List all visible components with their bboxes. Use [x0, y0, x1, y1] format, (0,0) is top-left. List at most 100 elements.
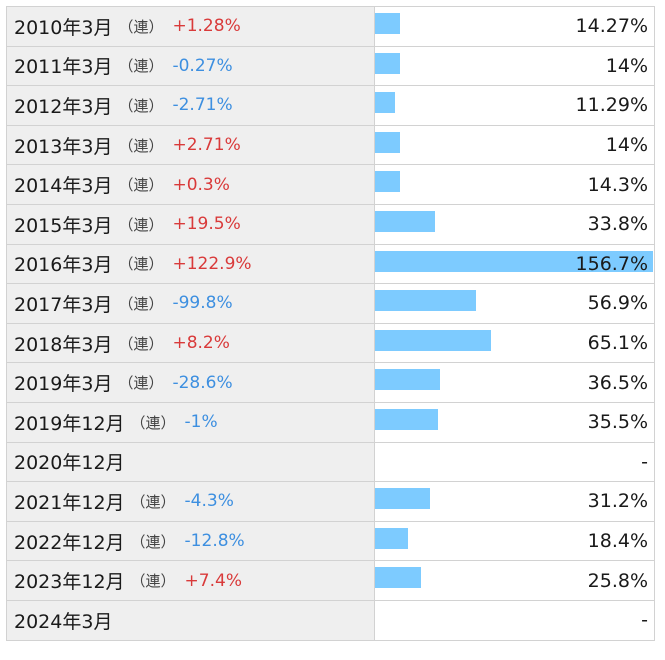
consolidated-tag: （連）: [118, 136, 164, 155]
value-label: 33.8%: [587, 213, 648, 236]
period-cell: 2024年3月: [7, 600, 375, 640]
value-cell: -: [375, 443, 654, 482]
period-label: 2019年12月: [14, 412, 125, 435]
table-row: 2022年12月 （連） -12.8% 18.4%: [7, 521, 654, 562]
change-label: +8.2%: [172, 333, 230, 354]
value-bar: [375, 52, 400, 74]
table-row: 2016年3月 （連） +122.9% 156.7%: [7, 244, 654, 285]
period-label: 2020年12月: [14, 452, 125, 475]
period-label: 2021年12月: [14, 491, 125, 514]
value-cell: 25.8%: [375, 561, 654, 600]
period-cell: 2012年3月 （連） -2.71%: [7, 86, 375, 125]
table-row: 2015年3月 （連） +19.5% 33.8%: [7, 204, 654, 245]
period-cell: 2021年12月 （連） -4.3%: [7, 482, 375, 521]
period-label: 2022年12月: [14, 531, 125, 554]
value-label: 156.7%: [575, 252, 648, 275]
change-label: -1%: [184, 412, 218, 433]
table-row: 2013年3月 （連） +2.71% 14%: [7, 125, 654, 166]
value-cell: 18.4%: [375, 522, 654, 561]
change-label: +7.4%: [184, 570, 242, 591]
change-label: -4.3%: [184, 491, 234, 512]
value-bar: [375, 488, 431, 510]
table-row: 2020年12月 -: [7, 442, 654, 483]
table-row: 2012年3月 （連） -2.71% 11.29%: [7, 86, 654, 126]
change-label: +1.28%: [172, 16, 241, 37]
value-label: 25.8%: [587, 569, 648, 592]
table-row: 2017年3月 （連） -99.8% 56.9%: [7, 284, 654, 324]
value-bar: [375, 131, 400, 153]
value-bar: [375, 210, 435, 232]
period-label: 2023年12月: [14, 571, 125, 594]
value-label: 14%: [605, 134, 648, 157]
value-bar: [375, 290, 476, 312]
value-cell: 36.5%: [375, 363, 654, 402]
change-label: -99.8%: [172, 293, 233, 314]
period-cell: 2019年12月 （連） -1%: [7, 402, 375, 442]
consolidated-tag: （連）: [130, 413, 176, 432]
value-cell: 31.2%: [375, 482, 654, 521]
period-cell: 2010年3月 （連） +1.28%: [7, 7, 375, 46]
consolidated-tag: （連）: [118, 374, 164, 393]
consolidated-tag: （連）: [118, 176, 164, 195]
value-label: 11.29%: [575, 94, 648, 117]
period-label: 2014年3月: [14, 175, 113, 198]
value-cell: 14%: [375, 47, 654, 86]
table-row: 2021年12月 （連） -4.3% 31.2%: [7, 482, 654, 522]
table-row: 2023年12月 （連） +7.4% 25.8%: [7, 561, 654, 601]
period-label: 2019年3月: [14, 373, 113, 396]
period-label: 2015年3月: [14, 214, 113, 237]
value-label: 18.4%: [587, 530, 648, 553]
value-label: 36.5%: [587, 371, 648, 394]
value-bar: [375, 92, 395, 114]
period-label: 2017年3月: [14, 293, 113, 316]
change-label: +19.5%: [172, 214, 241, 235]
value-bar: [375, 250, 653, 272]
period-cell: 2016年3月 （連） +122.9%: [7, 244, 375, 284]
value-cell: 35.5%: [375, 403, 654, 442]
value-label: -: [641, 609, 648, 632]
value-bar: [375, 408, 438, 430]
consolidated-tag: （連）: [118, 294, 164, 313]
consolidated-tag: （連）: [118, 17, 164, 36]
change-label: +2.71%: [172, 135, 241, 156]
value-cell: -: [375, 601, 654, 640]
table-row: 2010年3月 （連） +1.28% 14.27%: [7, 7, 654, 47]
period-cell: 2023年12月 （連） +7.4%: [7, 561, 375, 600]
consolidated-tag: （連）: [130, 572, 176, 591]
change-label: -0.27%: [172, 55, 233, 76]
value-bar: [375, 13, 401, 34]
period-label: 2012年3月: [14, 95, 113, 118]
value-cell: 65.1%: [375, 324, 654, 363]
value-cell: 56.9%: [375, 284, 654, 323]
value-cell: 11.29%: [375, 86, 654, 125]
value-bar: [375, 567, 421, 589]
value-label: 14.27%: [575, 15, 648, 38]
period-cell: 2017年3月 （連） -99.8%: [7, 284, 375, 323]
period-cell: 2019年3月 （連） -28.6%: [7, 363, 375, 402]
consolidated-tag: （連）: [130, 492, 176, 511]
consolidated-tag: （連）: [118, 255, 164, 274]
table-row: 2011年3月 （連） -0.27% 14%: [7, 46, 654, 87]
period-label: 2018年3月: [14, 333, 113, 356]
period-label: 2013年3月: [14, 135, 113, 158]
value-bar: [375, 369, 440, 391]
value-label: 14.3%: [587, 173, 648, 196]
value-label: 65.1%: [587, 332, 648, 355]
value-cell: 14.3%: [375, 165, 654, 204]
table-row: 2014年3月 （連） +0.3% 14.3%: [7, 165, 654, 205]
period-label: 2024年3月: [14, 610, 113, 633]
period-cell: 2022年12月 （連） -12.8%: [7, 521, 375, 561]
consolidated-tag: （連）: [118, 57, 164, 76]
consolidated-tag: （連）: [130, 532, 176, 551]
value-label: -: [641, 450, 648, 473]
consolidated-tag: （連）: [118, 96, 164, 115]
ratio-table: 2010年3月 （連） +1.28% 14.27% 2011年3月 （連） -0.27% 14…: [6, 6, 655, 641]
consolidated-tag: （連）: [118, 334, 164, 353]
period-cell: 2013年3月 （連） +2.71%: [7, 125, 375, 165]
table-row: 2018年3月 （連） +8.2% 65.1%: [7, 323, 654, 364]
change-label: +122.9%: [172, 253, 252, 274]
value-bar: [375, 527, 408, 549]
change-label: -2.71%: [172, 95, 233, 116]
value-label: 14%: [605, 54, 648, 77]
value-bar: [375, 171, 401, 193]
